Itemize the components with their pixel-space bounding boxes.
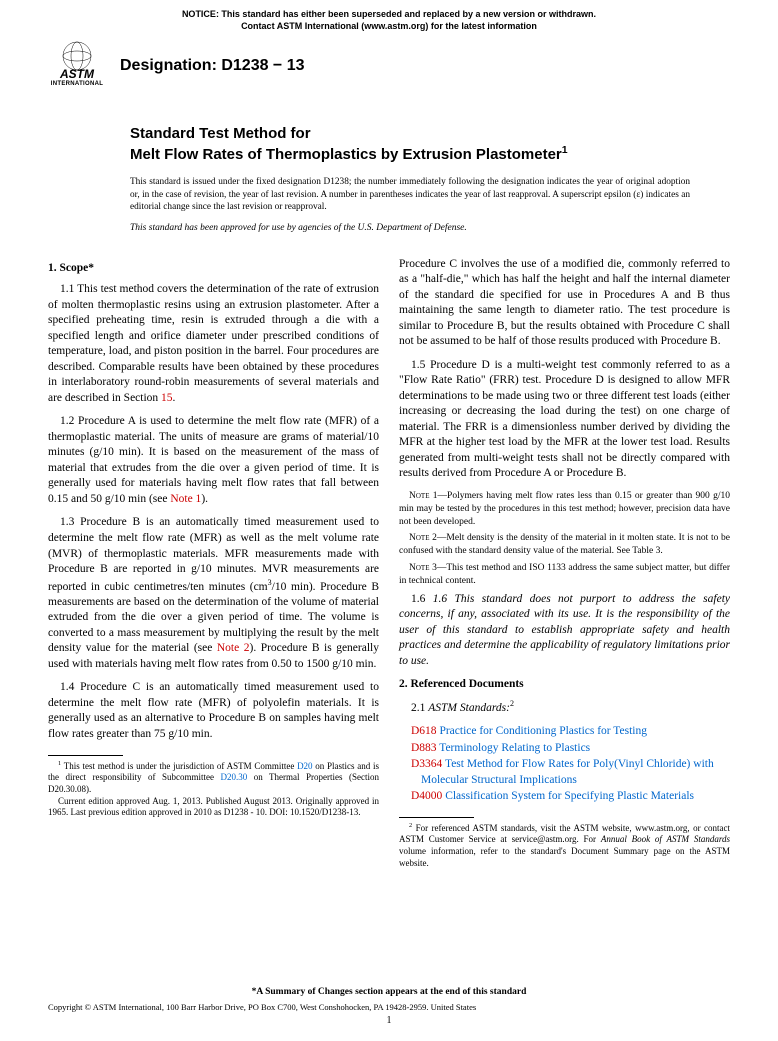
issuance-note: This standard is issued under the fixed …	[130, 176, 690, 214]
svg-text:ASTM: ASTM	[59, 67, 95, 80]
note-1-link[interactable]: Note 1	[170, 493, 201, 505]
p1-2-text: 1.2 Procedure A is used to determine the…	[48, 415, 379, 505]
ref-d618: D618 Practice for Conditioning Plastics …	[399, 724, 730, 740]
footnote-rule-left	[48, 755, 123, 756]
ref-d883: D883 Terminology Relating to Plastics	[399, 741, 730, 757]
header-row: ASTM INTERNATIONAL Designation: D1238 − …	[0, 34, 778, 92]
designation: Designation: D1238 − 13	[120, 55, 305, 77]
d20-30-link[interactable]: D20.30	[220, 772, 247, 782]
fn2b: Annual Book of ASTM Standards	[601, 834, 730, 844]
d4000-link[interactable]: D4000	[411, 790, 442, 802]
dod-approval: This standard has been approved for use …	[130, 222, 690, 235]
p1-2-end: ).	[201, 493, 208, 505]
note2-text: 2—Melt density is the density of the mat…	[399, 533, 730, 556]
astm-logo: ASTM INTERNATIONAL	[48, 40, 106, 92]
p1-1-end: .	[173, 392, 176, 404]
note-1: Note 1—Polymers having melt flow rates l…	[399, 490, 730, 528]
d4000-text[interactable]: Classification System for Specifying Pla…	[442, 790, 694, 802]
para-2-1: 2.1 ASTM Standards:2	[399, 699, 730, 716]
d618-link[interactable]: D618	[411, 725, 437, 737]
right-column: Procedure C involves the use of a modifi…	[399, 257, 730, 870]
body-columns: 1. Scope* 1.1 This test method covers th…	[0, 235, 778, 870]
title-line2: Melt Flow Rates of Thermoplastics by Ext…	[130, 144, 690, 165]
summary-line: *A Summary of Changes section appears at…	[48, 986, 730, 999]
para-1-5: 1.5 Procedure D is a multi-weight test c…	[399, 358, 730, 482]
footnote-rule-right	[399, 817, 474, 818]
p2-1a: 2.1	[411, 702, 428, 714]
d883-link[interactable]: D883	[411, 742, 437, 754]
d3364-link[interactable]: D3364	[411, 758, 442, 770]
para-1-1: 1.1 This test method covers the determin…	[48, 282, 379, 406]
copyright-line: Copyright © ASTM International, 100 Barr…	[48, 1002, 730, 1013]
logo-text: INTERNATIONAL	[51, 80, 103, 88]
fn1a: This test method is under the jurisdicti…	[61, 761, 297, 771]
notice-line1: NOTICE: This standard has either been su…	[0, 8, 778, 20]
note-label-2: Note	[409, 533, 429, 543]
note-label: Note	[409, 491, 429, 501]
footnote-2: 2 For referenced ASTM standards, visit t…	[399, 822, 730, 870]
note1-text: 1—Polymers having melt flow rates less t…	[399, 491, 730, 527]
p1-6-text: 1.6 This standard does not purport to ad…	[399, 593, 730, 667]
fn2c: volume information, refer to the standar…	[399, 846, 730, 868]
astm-logo-icon: ASTM	[48, 40, 106, 80]
section-1-head: 1. Scope*	[48, 261, 379, 277]
section-2-head: 2. Referenced Documents	[399, 677, 730, 693]
footnote-1b: Current edition approved Aug. 1, 2013. P…	[48, 796, 379, 819]
page-number: 1	[48, 1014, 730, 1028]
title-line1: Standard Test Method for	[130, 124, 690, 144]
note-2-link[interactable]: Note 2	[217, 642, 250, 654]
section-15-link[interactable]: 15	[161, 392, 173, 404]
ref-d4000: D4000 Classification System for Specifyi…	[399, 789, 730, 805]
p1-1-text: 1.1 This test method covers the determin…	[48, 283, 379, 404]
d3364-text[interactable]: Test Method for Flow Rates for Poly(Viny…	[421, 758, 714, 786]
left-column: 1. Scope* 1.1 This test method covers th…	[48, 257, 379, 870]
d883-text[interactable]: Terminology Relating to Plastics	[437, 742, 591, 754]
para-1-3: 1.3 Procedure B is an automatically time…	[48, 515, 379, 672]
para-1-4-right: Procedure C involves the use of a modifi…	[399, 257, 730, 350]
note-2: Note 2—Melt density is the density of th…	[399, 532, 730, 558]
note3-text: 3—This test method and ISO 1133 address …	[399, 563, 730, 586]
ref-d3364: D3364 Test Method for Flow Rates for Pol…	[399, 757, 730, 788]
note-label-3: Note	[409, 563, 429, 573]
footnote-1: 1 This test method is under the jurisdic…	[48, 760, 379, 796]
d618-text[interactable]: Practice for Conditioning Plastics for T…	[437, 725, 647, 737]
para-1-6: 1.6 1.6 This standard does not purport t…	[399, 592, 730, 670]
title-sup: 1	[562, 144, 568, 156]
note-3: Note 3—This test method and ISO 1133 add…	[399, 562, 730, 588]
title-text: Melt Flow Rates of Thermoplastics by Ext…	[130, 146, 562, 163]
title-block: Standard Test Method for Melt Flow Rates…	[130, 124, 690, 164]
para-1-4-left: 1.4 Procedure C is an automatically time…	[48, 680, 379, 742]
fn2-ref: 2	[510, 699, 514, 708]
p2-1b: ASTM Standards:	[428, 702, 510, 714]
para-1-2: 1.2 Procedure A is used to determine the…	[48, 414, 379, 507]
notice-line2: Contact ASTM International (www.astm.org…	[0, 20, 778, 32]
top-notice: NOTICE: This standard has either been su…	[0, 0, 778, 34]
d20-link[interactable]: D20	[297, 761, 313, 771]
